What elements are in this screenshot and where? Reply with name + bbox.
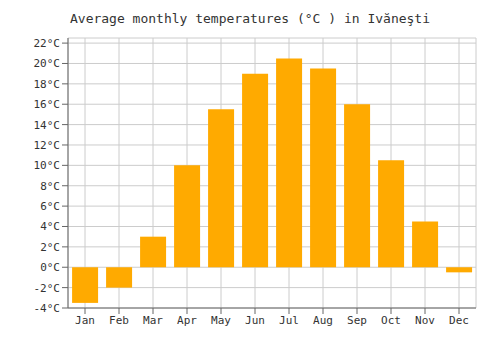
svg-text:-2°C: -2°C [34, 282, 61, 295]
svg-text:Jun: Jun [245, 314, 265, 327]
svg-text:6°C: 6°C [40, 200, 60, 213]
svg-text:Feb: Feb [109, 314, 129, 327]
svg-text:May: May [211, 314, 231, 327]
svg-text:Dec: Dec [449, 314, 469, 327]
svg-text:8°C: 8°C [40, 180, 60, 193]
svg-text:0°C: 0°C [40, 261, 60, 274]
svg-text:16°C: 16°C [34, 98, 61, 111]
svg-text:4°C: 4°C [40, 220, 60, 233]
svg-text:Apr: Apr [177, 314, 197, 327]
svg-text:Jul: Jul [279, 314, 299, 327]
svg-text:Oct: Oct [381, 314, 401, 327]
svg-text:-4°C: -4°C [34, 302, 61, 315]
svg-text:Jan: Jan [75, 314, 95, 327]
svg-text:20°C: 20°C [34, 57, 61, 70]
svg-text:14°C: 14°C [34, 119, 61, 132]
svg-text:Sep: Sep [347, 314, 367, 327]
svg-text:2°C: 2°C [40, 241, 60, 254]
svg-text:12°C: 12°C [34, 139, 61, 152]
svg-text:22°C: 22°C [34, 37, 61, 50]
svg-text:Nov: Nov [415, 314, 435, 327]
html-text:Average monthly temperatures (: Average monthly temperatures (°C ) in Iv… [70, 11, 430, 26]
svg-text:Mar: Mar [143, 314, 163, 327]
svg-text:18°C: 18°C [34, 78, 61, 91]
svg-text:10°C: 10°C [34, 159, 61, 172]
svg-text:Aug: Aug [313, 314, 333, 327]
